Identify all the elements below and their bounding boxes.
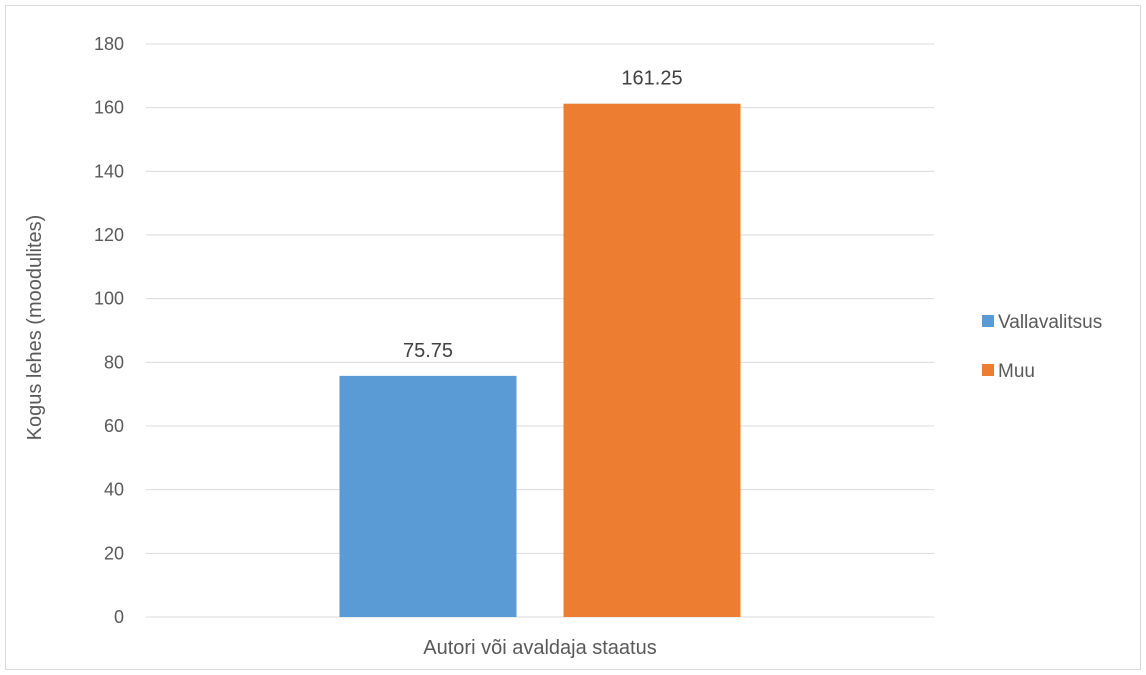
- y-tick-label: 160: [94, 98, 124, 118]
- data-label-vallavalitsus: 75.75: [403, 340, 453, 362]
- bars: [339, 103, 741, 617]
- y-tick-label: 0: [114, 607, 124, 627]
- y-axis-ticks: 0 20 40 60 80 100 120 140 160 180: [94, 34, 124, 627]
- data-labels: 75.75 161.25: [403, 68, 683, 362]
- bar-vallavalitsus: [339, 375, 517, 617]
- data-label-muu: 161.25: [621, 68, 682, 90]
- x-axis-title: Autori või avaldaja staatus: [423, 637, 656, 659]
- y-tick-label: 140: [94, 161, 124, 181]
- legend-label-muu: Muu: [998, 361, 1035, 382]
- y-axis-title: Kogus lehes (moodulites): [24, 215, 46, 441]
- y-tick-label: 180: [94, 34, 124, 54]
- legend: Vallavalitsus Muu: [982, 312, 1102, 382]
- y-tick-label: 80: [104, 352, 124, 372]
- bar-muu: [563, 103, 741, 617]
- y-tick-label: 60: [104, 416, 124, 436]
- y-tick-label: 120: [94, 225, 124, 245]
- y-tick-label: 40: [104, 480, 124, 500]
- legend-label-vallavalitsus: Vallavalitsus: [998, 312, 1102, 333]
- gridlines: [146, 43, 934, 618]
- legend-swatch-muu: [982, 364, 994, 376]
- y-tick-label: 20: [104, 543, 124, 563]
- legend-swatch-vallavalitsus: [982, 315, 994, 327]
- y-tick-label: 100: [94, 289, 124, 309]
